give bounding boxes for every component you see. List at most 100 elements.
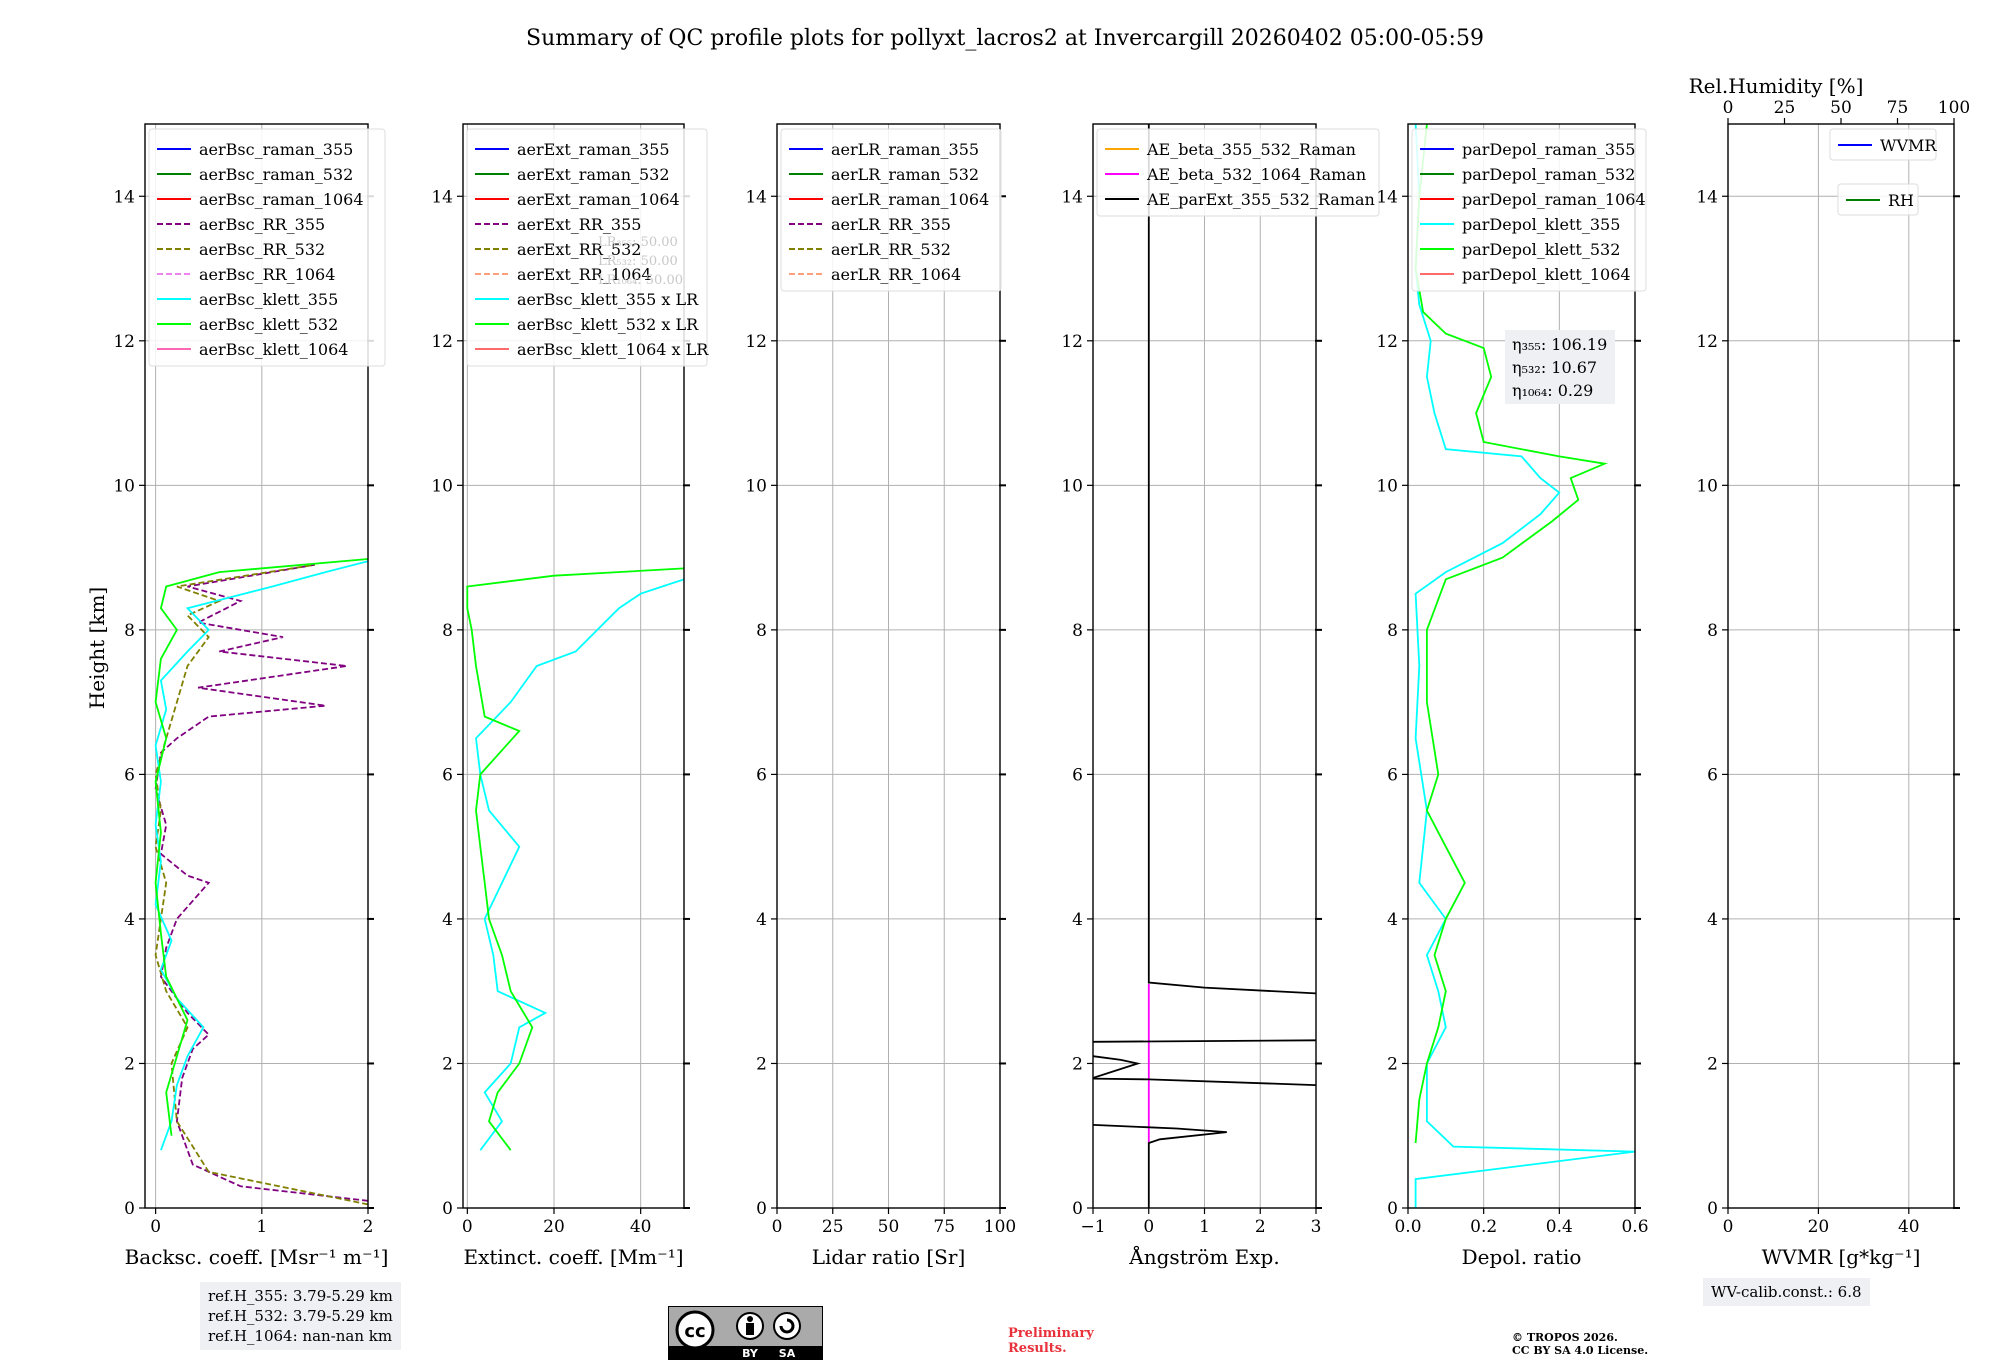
x-tick-label: 1 [256,1217,267,1237]
legend-box [1829,128,1937,161]
y-tick-label: 4 [1707,910,1718,930]
y-tick-label: 0 [124,1199,135,1219]
y-tick-label: 4 [756,910,767,930]
legend-label: aerLR_RR_355 [831,215,951,234]
y-tick-label: 0 [1707,1199,1718,1219]
x-tick-label: 0 [1143,1217,1154,1237]
y-tick-label: 14 [1376,187,1398,207]
legend-label: aerBsc_klett_532 x LR [517,315,699,334]
sa-circle-icon [773,1312,801,1340]
legend-label: aerBsc_raman_355 [199,140,353,159]
y-tick-label: 12 [431,332,453,352]
series-line [475,578,684,1151]
rh-axis-label: Rel.Humidity [%] [1689,74,1864,98]
series-line [154,558,368,1136]
y-tick-label: 4 [1072,910,1083,930]
legend-label: aerLR_RR_1064 [831,265,961,284]
x-tick-label: 50 [878,1217,900,1237]
legend-label: aerBsc_RR_355 [199,215,325,234]
legend-label: parDepol_raman_1064 [1462,190,1646,209]
legend-label: aerLR_raman_1064 [831,190,989,209]
x-tick-label: 75 [933,1217,955,1237]
x-tick-label: −1 [1080,1217,1105,1237]
x-tick-label: 20 [1808,1217,1830,1237]
legend-label: aerLR_raman_355 [831,140,979,159]
series-line [154,563,368,1206]
series-line [1414,124,1635,1208]
legend-label: aerBsc_klett_1064 [199,340,348,359]
axes-frame [462,123,685,1209]
axes-frame [144,123,369,1209]
x-tick-label: 1 [1199,1217,1210,1237]
series-line [154,563,368,1202]
legend-label: aerBsc_raman_1064 [199,190,364,209]
y-tick-label: 10 [745,476,767,496]
top-x-tick-label: 75 [1887,98,1909,118]
legend-label: parDepol_klett_1064 [1462,265,1631,284]
y-tick-label: 12 [1376,332,1398,352]
legend-box [466,128,708,367]
axes-frame [1092,123,1317,1209]
series-line [154,560,368,1151]
y-tick-label: 10 [1061,476,1083,496]
copyright-line-1: © TROPOS 2026. [1512,1331,1618,1344]
wv-calib-text: WV-calib.const.: 6.8 [1711,1283,1862,1301]
y-tick-label: 10 [1696,476,1718,496]
y-tick-label: 4 [442,910,453,930]
y-tick-label: 6 [124,765,135,785]
y-tick-label: 2 [124,1054,135,1074]
y-tick-label: 8 [1072,621,1083,641]
top-x-tick-label: 50 [1830,98,1852,118]
x-axis-label: Ångström Exp. [1128,1244,1279,1269]
x-tick-label: 20 [543,1217,565,1237]
legend-label: aerExt_RR_355 [517,215,641,234]
lr-annotation: LR₃₅₅: 50.00 [598,235,678,250]
ref-height-1064: ref.H_1064: nan-nan km [208,1327,393,1345]
top-x-tick-label: 0 [1723,98,1734,118]
y-axis-label: Height [km] [85,587,109,709]
legend-label: AE_beta_355_532_Raman [1146,140,1356,159]
y-tick-label: 2 [756,1054,767,1074]
y-tick-label: 14 [1696,187,1718,207]
legend-label: RH [1888,191,1914,210]
preliminary-line-2: Results. [1008,1341,1067,1356]
top-x-tick-label: 25 [1774,98,1796,118]
sa-text: SA [779,1347,796,1360]
legend-box [780,128,1002,292]
axes-frame [1407,123,1636,1209]
x-tick-label: 40 [630,1217,652,1237]
y-tick-label: 4 [124,910,135,930]
y-tick-label: 8 [1707,621,1718,641]
legend-label: aerExt_RR_532 [517,240,641,259]
series-group [154,558,368,1206]
y-tick-label: 2 [1387,1054,1398,1074]
y-tick-label: 6 [442,765,453,785]
cc-text: cc [684,1321,705,1342]
x-axis-label: Backsc. coeff. [Msr⁻¹ m⁻¹] [125,1245,389,1269]
y-tick-label: 2 [1072,1054,1083,1074]
x-tick-label: 3 [1311,1217,1322,1237]
y-tick-label: 10 [1376,476,1398,496]
series-line [1147,124,1316,995]
y-tick-label: 10 [431,476,453,496]
axes-frame [1727,123,1955,1209]
legend-label: aerBsc_klett_355 [199,290,338,309]
legend-label: AE_parExt_355_532_Raman [1146,190,1375,209]
x-axis-label: Lidar ratio [Sr] [812,1245,966,1269]
by-text: BY [742,1347,759,1360]
x-tick-label: 0 [1723,1217,1734,1237]
copyright-note: © TROPOS 2026. CC BY SA 4.0 License. [1512,1331,1648,1357]
x-tick-label: 100 [984,1217,1016,1237]
legend-label: aerExt_raman_532 [517,165,670,184]
eta-annotation: η₅₃₂: 10.67 [1512,358,1597,377]
y-tick-label: 8 [1387,621,1398,641]
x-tick-label: 2 [1255,1217,1266,1237]
series-line [1093,1055,1142,1079]
legend-label: aerExt_raman_355 [517,140,670,159]
series-line [1093,1039,1316,1043]
x-tick-label: 0.6 [1621,1217,1648,1237]
y-tick-label: 4 [1387,910,1398,930]
series-line [1093,1077,1316,1086]
